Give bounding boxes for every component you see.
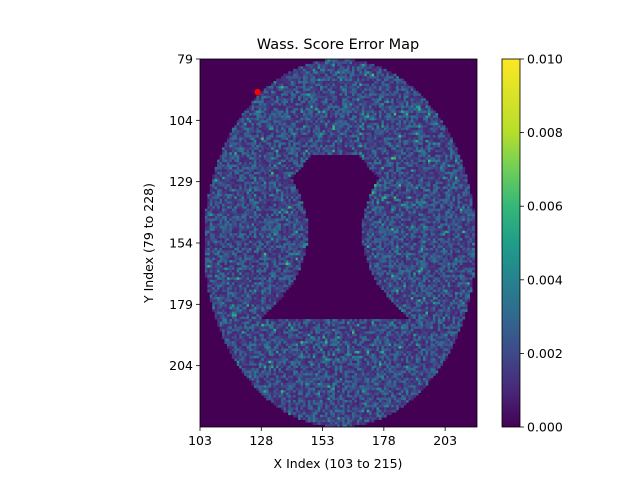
y-axis-label: Y Index (79 to 228)	[141, 183, 156, 304]
x-tick-label: 203	[433, 433, 457, 448]
x-tick-label: 153	[311, 433, 335, 448]
y-tick-label: 204	[169, 358, 193, 373]
x-axis: 103 128 153 178 203	[188, 427, 457, 448]
y-tick-label: 154	[169, 236, 193, 251]
colorbar-tick-label: 0.006	[527, 199, 563, 214]
colorbar-ticks: 0.000 0.002 0.004 0.006 0.008 0.010	[520, 52, 563, 435]
y-tick-label: 79	[177, 52, 193, 67]
highlight-marker	[254, 88, 261, 96]
x-tick-label: 103	[188, 433, 212, 448]
colorbar-tick-label: 0.008	[527, 125, 563, 140]
colorbar-tick-label: 0.010	[527, 52, 563, 67]
x-axis-label: X Index (103 to 215)	[274, 456, 403, 471]
x-tick-label: 128	[249, 433, 273, 448]
colorbar-tick-label: 0.004	[527, 272, 563, 287]
y-axis: 79 104 129 154 179 204	[169, 52, 200, 373]
colorbar-tick-label: 0.000	[527, 420, 563, 435]
colorbar-tick-label: 0.002	[527, 346, 563, 361]
y-tick-label: 129	[169, 174, 193, 189]
heatmap-cells	[204, 59, 475, 427]
colorbar	[501, 58, 521, 428]
y-tick-label: 179	[169, 297, 193, 312]
chart-title: Wass. Score Error Map	[257, 37, 419, 53]
x-tick-label: 178	[372, 433, 396, 448]
y-tick-label: 104	[169, 113, 193, 128]
